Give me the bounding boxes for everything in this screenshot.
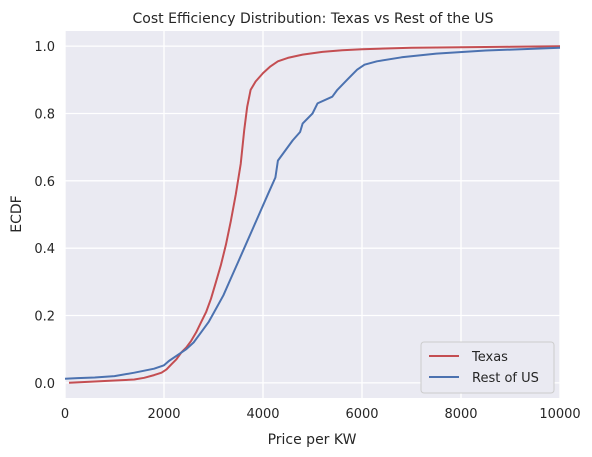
x-tick-label: 0 [61, 407, 69, 422]
y-axis-ticks: 0.0 0.2 0.4 0.6 0.8 1.0 [34, 40, 55, 392]
x-tick-label: 2000 [147, 407, 180, 422]
x-tick-label: 8000 [444, 407, 477, 422]
y-tick-label: 0.8 [34, 107, 55, 122]
y-tick-label: 0.4 [34, 242, 55, 257]
series-line-rest-of-us [64, 46, 561, 380]
x-tick-label: 10000 [539, 407, 580, 422]
y-tick-label: 0.2 [34, 310, 55, 325]
chart-title: Cost Efficiency Distribution: Texas vs R… [133, 11, 494, 27]
y-tick-label: 1.0 [34, 40, 55, 55]
legend-label-rest-of-us: Rest of US [472, 371, 539, 386]
y-tick-label: 0.6 [34, 175, 55, 190]
x-tick-label: 4000 [246, 407, 279, 422]
series-line-texas [68, 45, 561, 384]
legend: Texas Rest of US [420, 341, 555, 394]
plot-area [65, 31, 560, 398]
y-axis-label: ECDF [9, 195, 25, 232]
y-tick-label: 0.0 [34, 377, 55, 392]
legend-label-texas: Texas [471, 350, 508, 365]
legend-box [420, 341, 555, 394]
x-tick-label: 6000 [345, 407, 378, 422]
series-lines [64, 45, 561, 384]
x-axis-ticks: 0 2000 4000 6000 8000 10000 [61, 407, 581, 422]
x-axis-label: Price per KW [268, 432, 357, 448]
